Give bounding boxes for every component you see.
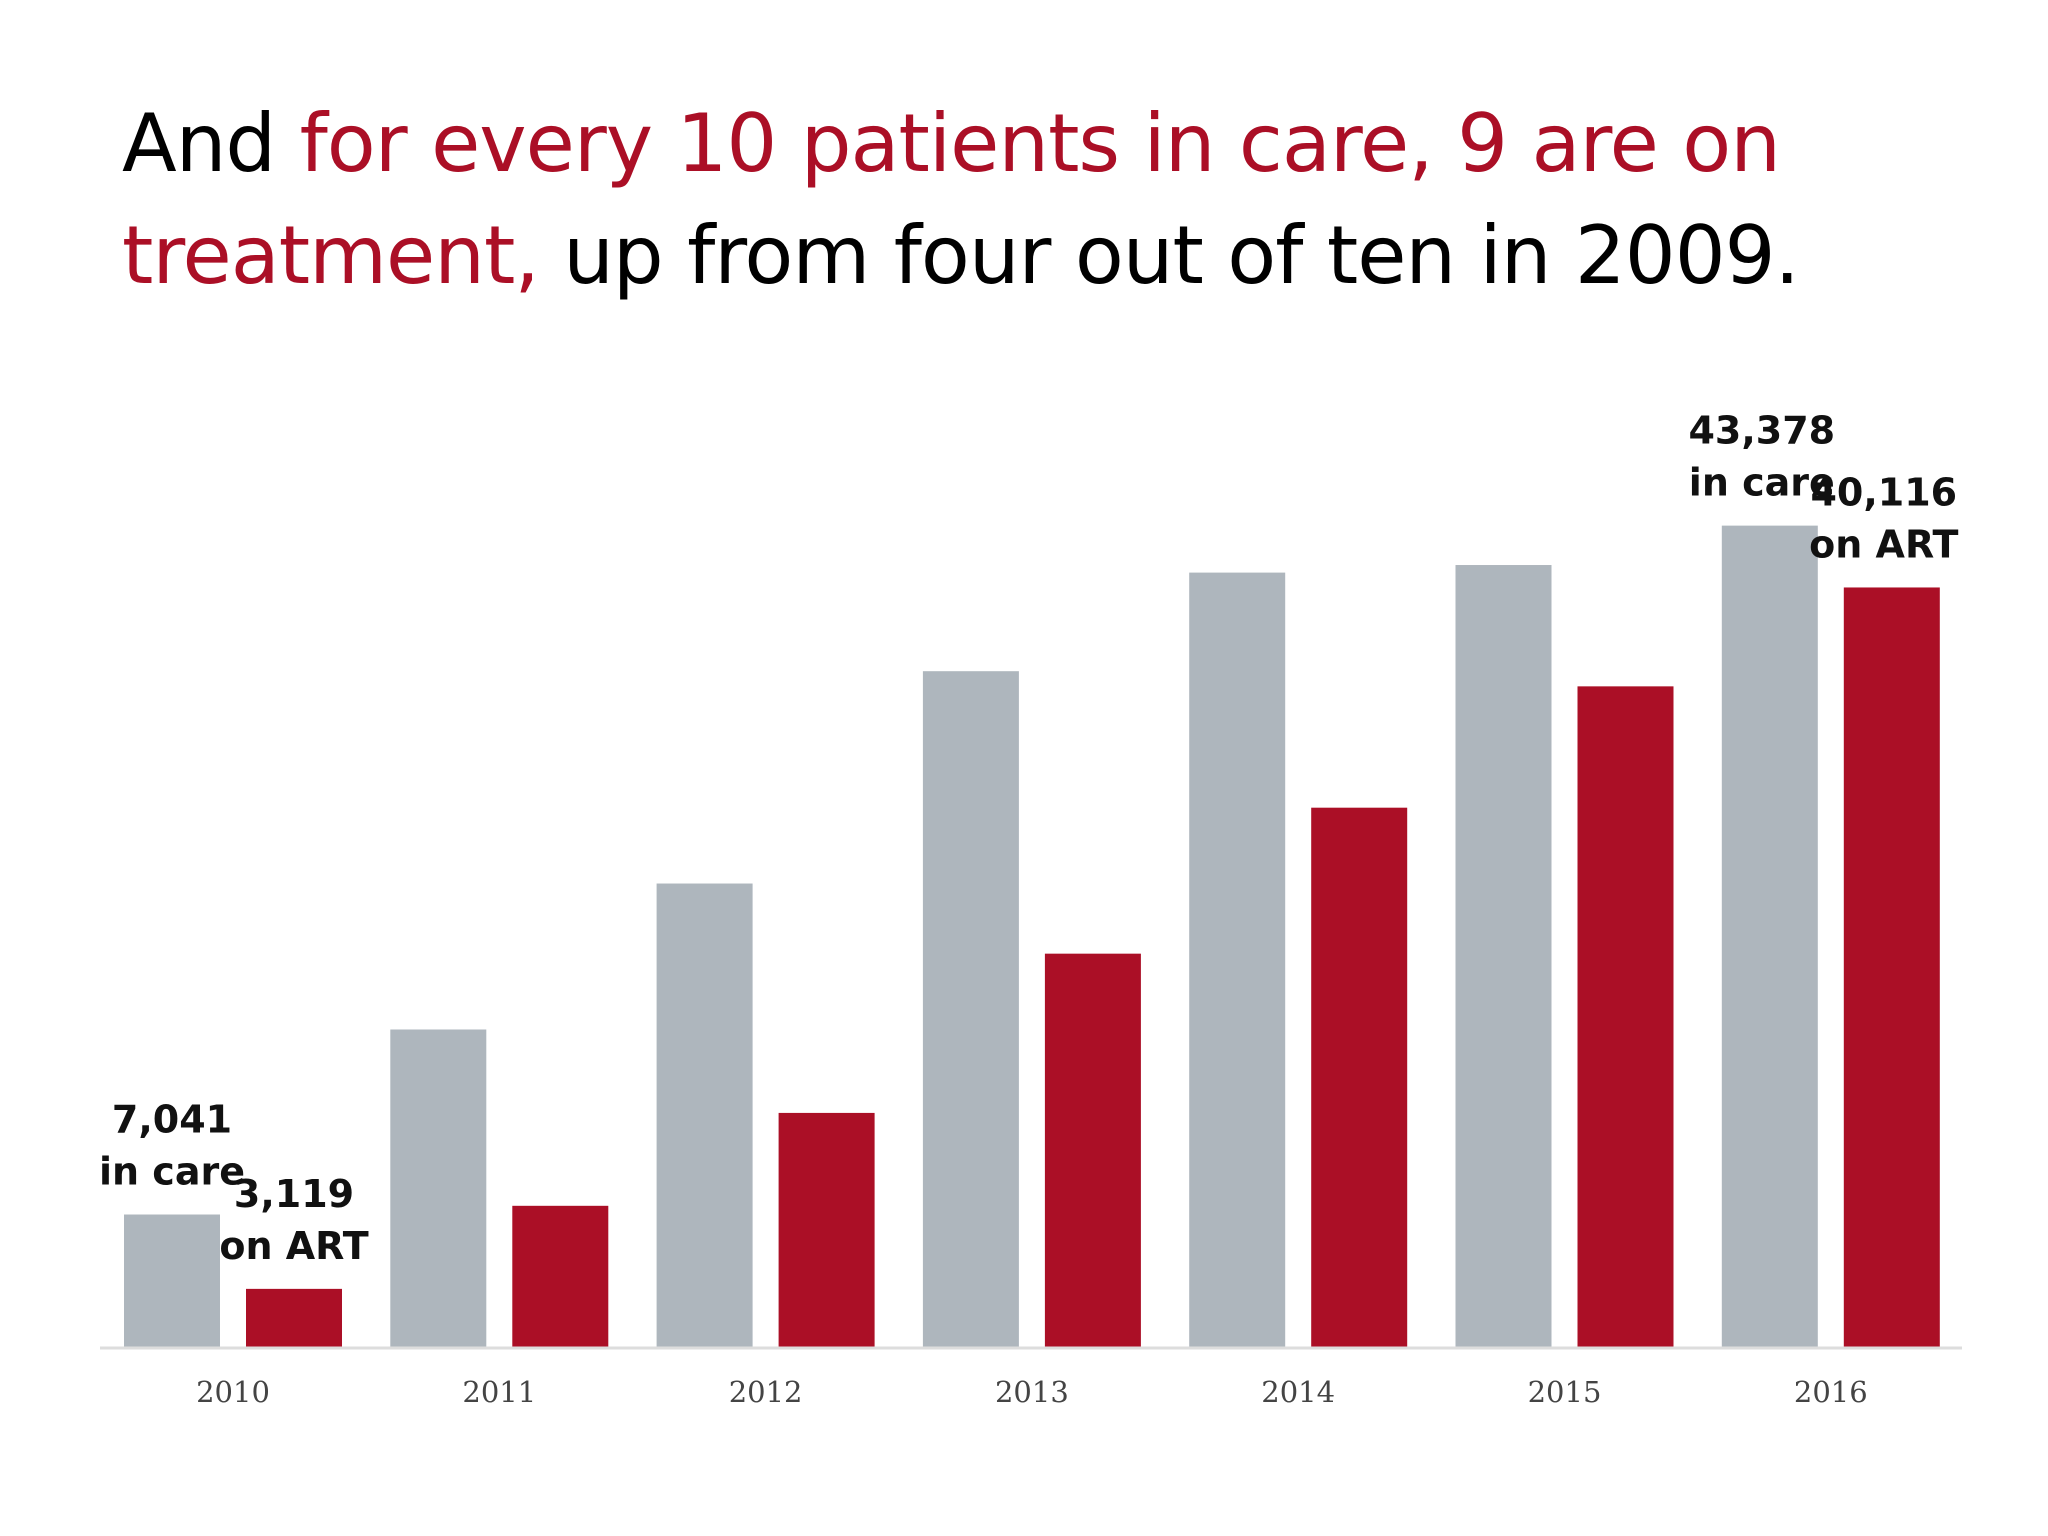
x-tick-label-2013: 2013 bbox=[995, 1375, 1069, 1409]
bar-in-care-2016 bbox=[1721, 525, 1818, 1348]
annotation-value-2: 43,378 bbox=[1688, 409, 1835, 453]
headline-part-3: up from four out of ten in 2009. bbox=[538, 209, 1800, 302]
headline: And for every 10 patients in care, 9 are… bbox=[122, 88, 1922, 312]
bar-in-care-2010 bbox=[124, 1214, 220, 1348]
annotation-label-1: on ART bbox=[219, 1224, 368, 1268]
chart-bars bbox=[124, 525, 1940, 1348]
bar-on-art-2011 bbox=[512, 1205, 609, 1348]
x-tick-label-2015: 2015 bbox=[1528, 1375, 1602, 1409]
bar-on-art-2012 bbox=[778, 1112, 875, 1348]
bar-in-care-2011 bbox=[390, 1029, 487, 1348]
bar-in-care-2015 bbox=[1455, 565, 1552, 1348]
bar-on-art-2014 bbox=[1311, 807, 1408, 1348]
annotation-label-3: on ART bbox=[1809, 522, 1958, 566]
annotation-value-3: 40,116 bbox=[1810, 470, 1957, 514]
annotation-label-0: in care bbox=[99, 1150, 245, 1194]
x-tick-label-2014: 2014 bbox=[1261, 1375, 1335, 1409]
annotation-value-0: 7,041 bbox=[112, 1098, 232, 1142]
bar-in-care-2014 bbox=[1189, 572, 1286, 1348]
headline-part-1: And bbox=[122, 97, 300, 190]
headline-highlight: for every 10 patients in care, 9 are on … bbox=[122, 97, 1781, 302]
annotation-value-1: 3,119 bbox=[234, 1172, 354, 1216]
bar-on-art-2016 bbox=[1843, 587, 1940, 1348]
x-tick-label-2016: 2016 bbox=[1794, 1375, 1868, 1409]
bar-on-art-2015 bbox=[1577, 686, 1674, 1348]
x-tick-label-2011: 2011 bbox=[462, 1375, 536, 1409]
bar-in-care-2013 bbox=[922, 671, 1019, 1348]
x-axis-ticks: 2010 2011 2012 2013 2014 2015 2016 bbox=[196, 1375, 1868, 1409]
x-tick-label-2012: 2012 bbox=[729, 1375, 803, 1409]
bar-on-art-2010 bbox=[246, 1288, 342, 1348]
bar-on-art-2013 bbox=[1044, 953, 1141, 1348]
bar-in-care-2012 bbox=[656, 883, 753, 1348]
annotation-label-2: in care bbox=[1689, 461, 1835, 505]
x-tick-label-2010: 2010 bbox=[196, 1375, 270, 1409]
